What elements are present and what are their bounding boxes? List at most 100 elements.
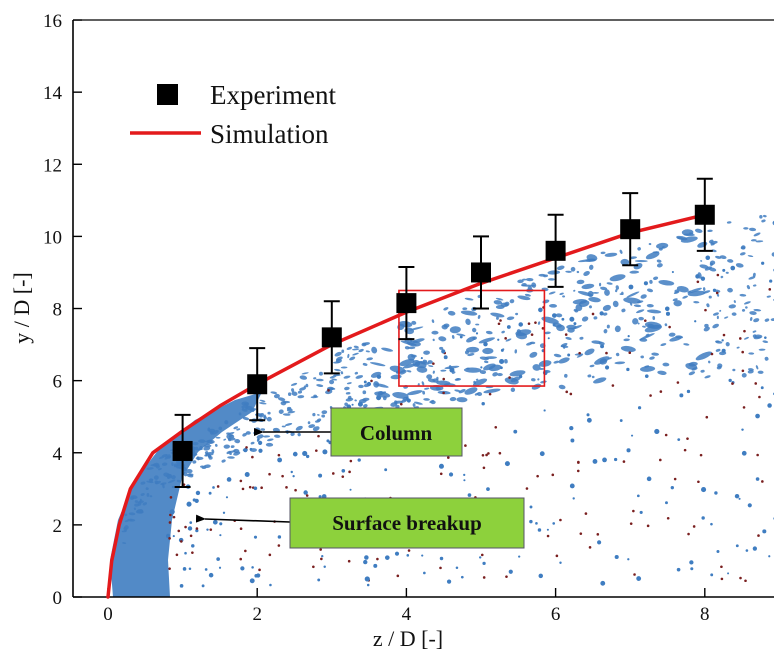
spray-blob [629, 302, 633, 306]
spray-blob [346, 346, 352, 351]
spray-blob [564, 373, 568, 378]
droplet [644, 374, 649, 378]
droplet [292, 475, 295, 478]
spray-blob [581, 283, 595, 290]
spray-blob [748, 276, 756, 280]
spray-blob [160, 482, 167, 486]
spray-blob [753, 336, 762, 340]
spray-blob [334, 368, 341, 372]
droplet [500, 366, 503, 370]
droplet [670, 485, 674, 490]
droplet [460, 575, 464, 579]
spray-blob [664, 323, 668, 327]
spray-blob [227, 456, 235, 459]
droplet [498, 451, 502, 455]
spray-blob [683, 343, 690, 346]
spray-blob [759, 215, 763, 219]
droplet [169, 509, 175, 515]
droplet [364, 555, 369, 560]
spray-blob [183, 471, 188, 477]
spray-blob [158, 455, 166, 459]
droplet [722, 268, 726, 272]
spray-blob [460, 310, 478, 316]
droplet [482, 561, 486, 566]
droplet [420, 357, 423, 360]
droplet [191, 551, 194, 554]
spray-blob [505, 338, 512, 342]
spray-blob [559, 292, 564, 295]
droplet [547, 337, 550, 340]
spray-blob [313, 394, 318, 398]
spray-blob [702, 287, 706, 292]
spray-blob [233, 426, 239, 430]
spray-blob [277, 397, 286, 402]
droplet [497, 338, 500, 341]
spray-blob [642, 325, 646, 328]
spray-blob [522, 278, 527, 281]
droplet [738, 337, 742, 340]
spray-blob [707, 229, 713, 233]
spray-blob [579, 336, 584, 340]
spray-blob [688, 371, 696, 376]
droplet [696, 280, 700, 284]
droplet [449, 367, 455, 373]
droplet [626, 448, 631, 453]
droplet [441, 349, 446, 354]
spray-blob [429, 399, 435, 404]
droplet [348, 470, 351, 474]
spray-blob [593, 377, 607, 384]
spray-blob [407, 346, 416, 350]
droplet [184, 525, 187, 529]
spray-blob [662, 362, 670, 367]
spray-blob [262, 435, 271, 438]
droplet [643, 319, 647, 322]
spray-blob [265, 442, 274, 447]
droplet [586, 417, 592, 423]
droplet [253, 535, 258, 539]
surface-breakup-label-box [289, 497, 525, 549]
droplet [432, 362, 435, 365]
spray-blob [603, 329, 608, 334]
spray-blob [726, 221, 732, 224]
droplet [226, 477, 232, 482]
droplet [639, 510, 643, 515]
droplet [518, 322, 523, 327]
spray-blob [349, 356, 356, 361]
spray-blob [484, 360, 489, 364]
droplet [240, 566, 245, 571]
droplet [631, 434, 634, 437]
spray-blob [142, 502, 147, 506]
droplet [506, 325, 511, 329]
droplet [442, 377, 446, 381]
droplet [518, 374, 523, 379]
spray-blob [743, 227, 749, 230]
spray-blob [633, 304, 642, 308]
droplet [555, 554, 559, 558]
droplet [212, 519, 218, 525]
spray-blob [600, 251, 606, 255]
spray-blob [575, 304, 583, 312]
spray-blob [744, 336, 749, 340]
spray-blob [553, 353, 562, 358]
droplet [710, 573, 714, 577]
spray-blob [752, 330, 757, 333]
spray-blob [661, 246, 665, 249]
spray-blob [695, 351, 713, 361]
spray-blob [440, 369, 447, 372]
droplet [730, 265, 736, 271]
spray-blob [623, 297, 641, 304]
droplet [467, 493, 472, 497]
spray-blob [173, 463, 178, 468]
droplet [756, 453, 759, 457]
droplet [541, 327, 545, 330]
spray-blob [325, 389, 333, 395]
spray-blob [720, 275, 724, 279]
spray-blob [753, 232, 761, 237]
spray-blob [198, 439, 206, 443]
x-tick-label: 0 [103, 604, 113, 625]
droplet [705, 415, 709, 419]
droplet [664, 433, 668, 437]
droplet [666, 516, 670, 520]
droplet [464, 444, 467, 447]
spray-blob [226, 434, 231, 439]
